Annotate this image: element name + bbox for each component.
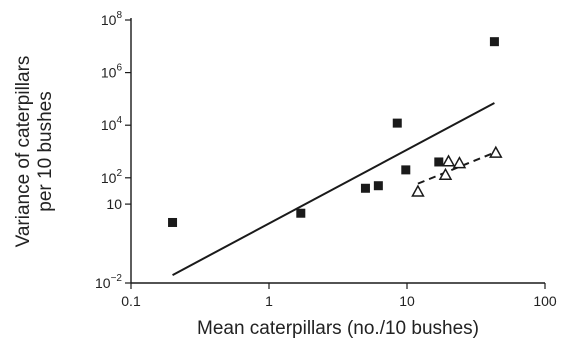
y-tick-label: 102 [101, 168, 123, 186]
data-point-square [434, 157, 444, 167]
y-tick-label: 108 [101, 10, 123, 28]
data-point-triangle [441, 154, 456, 167]
data-point-square [168, 217, 178, 227]
y-ticks: 10−2 10 102 104 106 108 [95, 10, 131, 291]
x-tick-label: 100 [533, 293, 557, 309]
y-axis-title-line-1: Variance of caterpillars [13, 56, 34, 248]
data-point-triangle [411, 184, 425, 197]
data-points [168, 37, 503, 227]
x-ticks: 0.1 1 10 100 [121, 283, 557, 309]
fit-lines [172, 102, 497, 276]
fit-line-solid [172, 102, 495, 276]
data-point-square [373, 181, 383, 191]
axes [130, 18, 545, 284]
y-tick-label: 106 [101, 63, 123, 81]
x-tick-label: 10 [399, 293, 415, 309]
y-axis-title: Variance of caterpillars per 10 bushes [13, 56, 56, 248]
data-point-square [296, 208, 306, 218]
data-point-square [360, 183, 370, 193]
y-axis-title-line-2: per 10 bushes [35, 91, 56, 211]
y-tick-label: 104 [101, 115, 123, 133]
x-tick-label: 0.1 [121, 293, 141, 309]
data-point-square [489, 37, 499, 47]
y-tick-label: 10 [106, 196, 122, 212]
data-point-square [392, 118, 402, 128]
data-point-square [401, 165, 411, 175]
x-axis-title: Mean caterpillars (no./10 bushes) [197, 318, 479, 339]
y-tick-label: 10−2 [95, 273, 122, 291]
data-point-triangle [452, 156, 467, 169]
data-point-triangle [438, 167, 453, 180]
data-point-triangle [489, 145, 503, 158]
x-tick-label: 1 [265, 293, 273, 309]
